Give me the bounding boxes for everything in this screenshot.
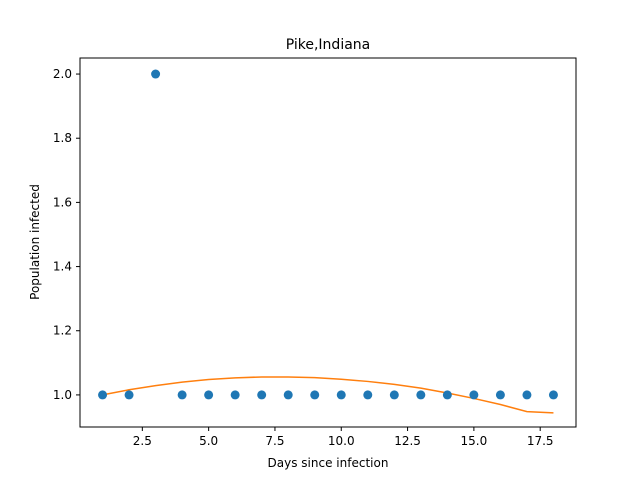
x-axis: 2.5 5.0 7.5 10.0 12.5 15.0 17.5 xyxy=(133,427,554,448)
data-point xyxy=(98,390,108,400)
data-point xyxy=(469,390,479,400)
axes-frame xyxy=(79,57,577,428)
y-tick-label: 1.0 xyxy=(53,388,72,402)
data-point xyxy=(177,390,187,400)
x-axis-label: Days since infection xyxy=(268,456,389,470)
data-point xyxy=(548,390,558,400)
plot-area xyxy=(98,69,558,414)
data-point xyxy=(416,390,426,400)
x-tick-label: 2.5 xyxy=(133,434,152,448)
y-tick-label: 2.0 xyxy=(53,67,72,81)
x-tick-label: 7.5 xyxy=(265,434,284,448)
data-point xyxy=(363,390,373,400)
data-point xyxy=(151,69,161,79)
data-point xyxy=(257,390,267,400)
x-tick-label: 5.0 xyxy=(199,434,218,448)
x-tick-label: 17.5 xyxy=(527,434,554,448)
data-point xyxy=(204,390,214,400)
chart-title: Pike,Indiana xyxy=(286,37,371,53)
x-tick-label: 10.0 xyxy=(328,434,355,448)
data-point xyxy=(124,390,134,400)
x-tick-label: 12.5 xyxy=(394,434,421,448)
data-point xyxy=(230,390,240,400)
y-tick-label: 1.8 xyxy=(53,131,72,145)
data-point xyxy=(283,390,293,400)
y-axis: 1.0 1.2 1.4 1.6 1.8 2.0 xyxy=(53,67,80,402)
y-tick-label: 1.2 xyxy=(53,324,72,338)
y-axis-label: Population infected xyxy=(28,184,42,300)
y-tick-label: 1.4 xyxy=(53,260,72,274)
data-point xyxy=(310,390,320,400)
data-point xyxy=(522,390,532,400)
data-point xyxy=(442,390,452,400)
data-point xyxy=(389,390,399,400)
data-point xyxy=(336,390,346,400)
y-tick-label: 1.6 xyxy=(53,195,72,209)
data-point xyxy=(495,390,505,400)
fit-line xyxy=(102,376,554,414)
x-tick-label: 15.0 xyxy=(461,434,488,448)
